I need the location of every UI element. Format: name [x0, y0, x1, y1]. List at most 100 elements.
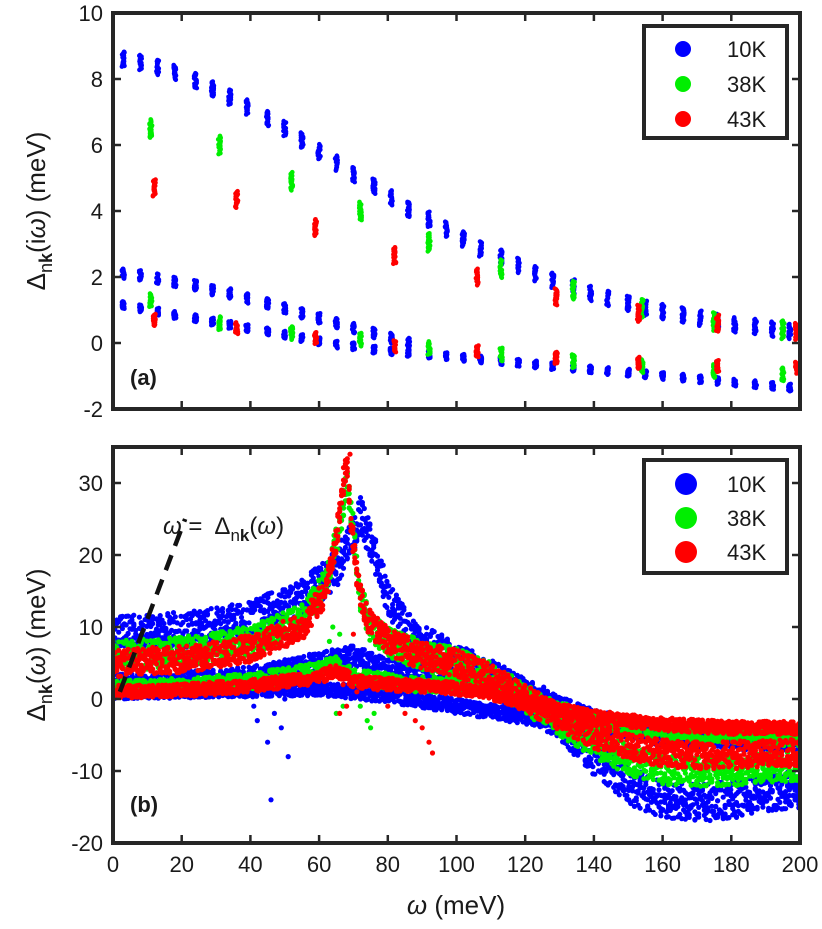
data-point	[265, 108, 270, 114]
data-point	[498, 257, 504, 263]
data-point	[607, 780, 613, 786]
data-point	[477, 239, 483, 244]
data-point	[752, 378, 758, 383]
data-point	[633, 795, 639, 801]
data-point	[233, 620, 239, 626]
data-point	[371, 544, 377, 551]
data-point	[403, 626, 409, 632]
panel-a-y-label-omega: ω	[21, 218, 51, 238]
data-point	[290, 169, 295, 175]
data-point	[191, 278, 197, 283]
data-point	[153, 177, 158, 182]
panel-a-y-label-delta: Δ	[21, 273, 51, 290]
data-point	[760, 804, 766, 810]
data-point	[136, 614, 142, 620]
data-point	[590, 764, 596, 770]
data-point	[639, 297, 645, 302]
data-point	[627, 366, 632, 372]
data-point	[357, 522, 364, 528]
data-point	[788, 803, 794, 809]
data-point	[359, 499, 365, 506]
data-point	[710, 310, 716, 315]
data-point	[699, 308, 704, 314]
data-point	[245, 322, 251, 327]
panel-b-data-points	[113, 451, 800, 824]
y-tick-label: 4	[91, 199, 103, 224]
data-point	[673, 794, 679, 800]
data-point	[359, 330, 364, 336]
data-point	[137, 52, 143, 58]
data-point	[783, 806, 789, 812]
data-point	[193, 70, 198, 76]
panel-a-legend-label-38k: 38K	[727, 72, 766, 97]
data-point	[184, 628, 190, 634]
data-point	[237, 602, 243, 609]
data-point	[357, 199, 362, 205]
data-point	[235, 188, 240, 194]
data-point	[460, 229, 466, 234]
data-point	[570, 278, 576, 284]
data-point	[616, 792, 622, 798]
data-point	[588, 283, 593, 289]
data-point	[373, 539, 379, 545]
data-point	[386, 583, 392, 589]
data-point	[709, 795, 715, 802]
data-point	[777, 799, 783, 806]
data-point	[123, 622, 129, 628]
data-point	[335, 581, 341, 588]
data-point	[669, 788, 675, 794]
data-point	[147, 291, 153, 296]
data-point	[716, 312, 722, 318]
data-point	[515, 255, 520, 261]
data-point	[282, 328, 288, 334]
data-point	[711, 808, 717, 814]
data-point	[225, 619, 231, 625]
data-point	[767, 795, 774, 801]
panel-a-legend-marker-10k	[675, 41, 691, 57]
data-point	[787, 321, 792, 327]
data-point	[217, 133, 223, 139]
data-point	[154, 271, 160, 277]
data-point	[637, 354, 642, 360]
data-point	[206, 620, 212, 626]
data-point	[229, 602, 235, 608]
data-point	[780, 365, 785, 371]
data-point	[242, 620, 248, 626]
data-point	[407, 611, 413, 618]
data-point	[731, 376, 737, 382]
data-point	[416, 625, 422, 631]
data-point	[171, 62, 176, 68]
data-point	[754, 804, 760, 810]
data-point	[344, 556, 350, 562]
data-point	[131, 612, 137, 618]
data-point	[461, 351, 467, 357]
data-point	[534, 358, 539, 364]
data-point	[431, 629, 437, 635]
panel-a-y-label-sub-n: n	[36, 263, 56, 273]
data-point	[218, 621, 224, 627]
data-point	[119, 614, 125, 620]
panel-a-y-label-unit: ) (meV)	[21, 132, 51, 219]
data-point	[233, 320, 239, 325]
data-point	[317, 311, 323, 316]
data-point	[116, 629, 122, 635]
data-point	[121, 49, 127, 55]
data-point	[386, 594, 392, 600]
data-point	[644, 368, 649, 374]
data-point	[661, 370, 666, 375]
data-point	[427, 209, 432, 215]
data-point	[265, 325, 270, 331]
data-point	[156, 305, 162, 311]
panel-a-legend-marker-43k	[675, 111, 691, 127]
data-point	[252, 607, 258, 613]
data-point	[351, 320, 357, 326]
series-38K	[147, 117, 787, 384]
y-tick-label: 2	[91, 265, 103, 290]
data-point	[392, 245, 398, 250]
series-43K	[150, 177, 800, 376]
data-point	[606, 365, 611, 370]
data-point	[427, 231, 432, 236]
data-point	[244, 97, 250, 102]
